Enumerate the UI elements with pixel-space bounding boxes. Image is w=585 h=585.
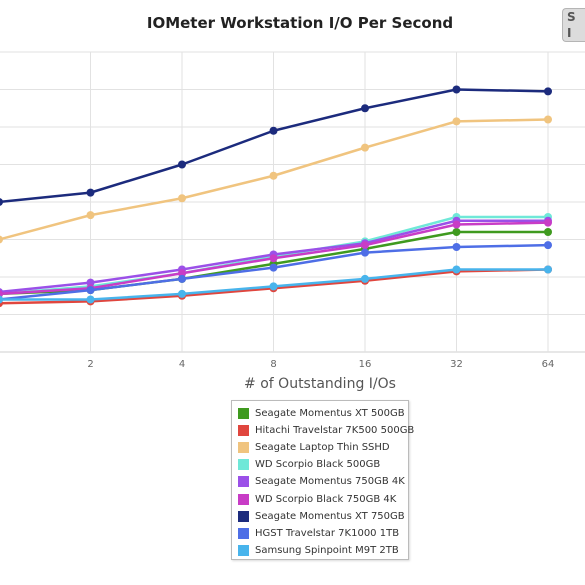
- data-point[interactable]: [361, 143, 369, 152]
- data-point[interactable]: [0, 235, 3, 244]
- data-point[interactable]: [452, 265, 461, 274]
- legend-label: Seagate Laptop Thin SSHD: [255, 442, 390, 454]
- x-axis-title: # of Outstanding I/Os: [244, 376, 396, 392]
- legend-item[interactable]: Hitachi Travelstar 7K500 500GB: [238, 422, 414, 439]
- data-point[interactable]: [361, 241, 369, 250]
- legend-swatch: [238, 425, 249, 437]
- legend: Seagate Momentus XT 500GB Hitachi Travels…: [231, 400, 414, 560]
- series-8: [0, 265, 552, 304]
- data-point[interactable]: [178, 289, 186, 298]
- data-point[interactable]: [178, 269, 186, 278]
- legend-label: WD Scorpio Black 500GB: [255, 459, 381, 471]
- chart-title: IOMeter Workstation I/O Per Second: [146, 14, 454, 32]
- legend-swatch: [238, 476, 249, 488]
- data-point[interactable]: [178, 160, 186, 169]
- legend-item[interactable]: HGST Travelstar 7K1000 1TB: [238, 525, 408, 542]
- legend-item[interactable]: WD Scorpio Black 750GB 4K: [238, 490, 408, 507]
- line-chart-plot: 2 4 8 16 32 64: [0, 51, 585, 370]
- data-point[interactable]: [361, 274, 369, 283]
- x-tick-label: 4: [179, 359, 185, 370]
- series-lines: [0, 85, 552, 308]
- data-point[interactable]: [269, 171, 278, 180]
- legend-item[interactable]: Samsung Spinpoint M9T 2TB: [238, 542, 408, 559]
- legend-item[interactable]: Seagate Momentus XT 500GB: [238, 405, 408, 422]
- data-point[interactable]: [86, 295, 95, 304]
- legend-label: Seagate Momentus 750GB 4K: [255, 476, 405, 488]
- legend-swatch: [238, 527, 249, 539]
- data-point[interactable]: [361, 104, 369, 113]
- legend-label: Hitachi Travelstar 7K500 500GB: [255, 425, 415, 437]
- data-point[interactable]: [452, 85, 461, 94]
- series-6: [0, 85, 552, 206]
- legend-swatch: [238, 544, 249, 556]
- legend-item[interactable]: Seagate Momentus XT 750GB: [238, 508, 408, 525]
- x-tick-label: 16: [359, 359, 372, 370]
- data-point[interactable]: [86, 211, 95, 220]
- data-point[interactable]: [0, 290, 3, 298]
- legend-label: HGST Travelstar 7K1000 1TB: [255, 527, 400, 539]
- data-point[interactable]: [178, 194, 186, 203]
- legend-swatch: [238, 408, 249, 420]
- data-point[interactable]: [0, 198, 3, 206]
- legend-swatch: [238, 459, 249, 471]
- legend-swatch: [238, 493, 249, 505]
- data-point[interactable]: [452, 243, 461, 251]
- legend-swatch: [238, 510, 249, 522]
- x-tick-label: 32: [450, 359, 463, 370]
- data-point[interactable]: [544, 218, 552, 227]
- data-point[interactable]: [0, 295, 3, 304]
- grid-lines: [0, 51, 585, 353]
- data-point[interactable]: [544, 87, 552, 96]
- legend-item[interactable]: Seagate Momentus 750GB 4K: [238, 473, 408, 490]
- legend-label: Seagate Momentus XT 500GB: [255, 408, 405, 420]
- legend-item[interactable]: Seagate Laptop Thin SSHD: [238, 439, 408, 456]
- x-tick-label: 64: [542, 359, 555, 370]
- x-tick-label: 8: [270, 359, 276, 370]
- legend-swatch: [238, 442, 249, 454]
- x-tick-label: 2: [87, 359, 93, 370]
- data-point[interactable]: [452, 220, 461, 229]
- data-point[interactable]: [361, 248, 369, 257]
- data-point[interactable]: [269, 126, 278, 135]
- series-7: [0, 241, 552, 304]
- data-point[interactable]: [269, 282, 278, 291]
- data-point[interactable]: [86, 286, 95, 295]
- legend-label: Seagate Momentus XT 750GB: [255, 510, 405, 522]
- x-tick-labels: 2 4 8 16 32 64: [87, 359, 554, 370]
- data-point[interactable]: [269, 263, 278, 272]
- data-point[interactable]: [86, 188, 95, 197]
- legend-label: WD Scorpio Black 750GB 4K: [255, 493, 397, 505]
- legend-item[interactable]: WD Scorpio Black 500GB: [238, 456, 408, 473]
- data-point[interactable]: [452, 228, 461, 236]
- legend-label: Samsung Spinpoint M9T 2TB: [255, 544, 399, 556]
- data-point[interactable]: [544, 228, 552, 236]
- data-point[interactable]: [452, 117, 461, 126]
- data-point[interactable]: [178, 274, 186, 283]
- series-2: [0, 115, 552, 244]
- data-point[interactable]: [86, 278, 95, 287]
- data-point[interactable]: [269, 254, 278, 263]
- data-point[interactable]: [544, 241, 552, 250]
- data-point[interactable]: [544, 115, 552, 124]
- data-point[interactable]: [544, 265, 552, 274]
